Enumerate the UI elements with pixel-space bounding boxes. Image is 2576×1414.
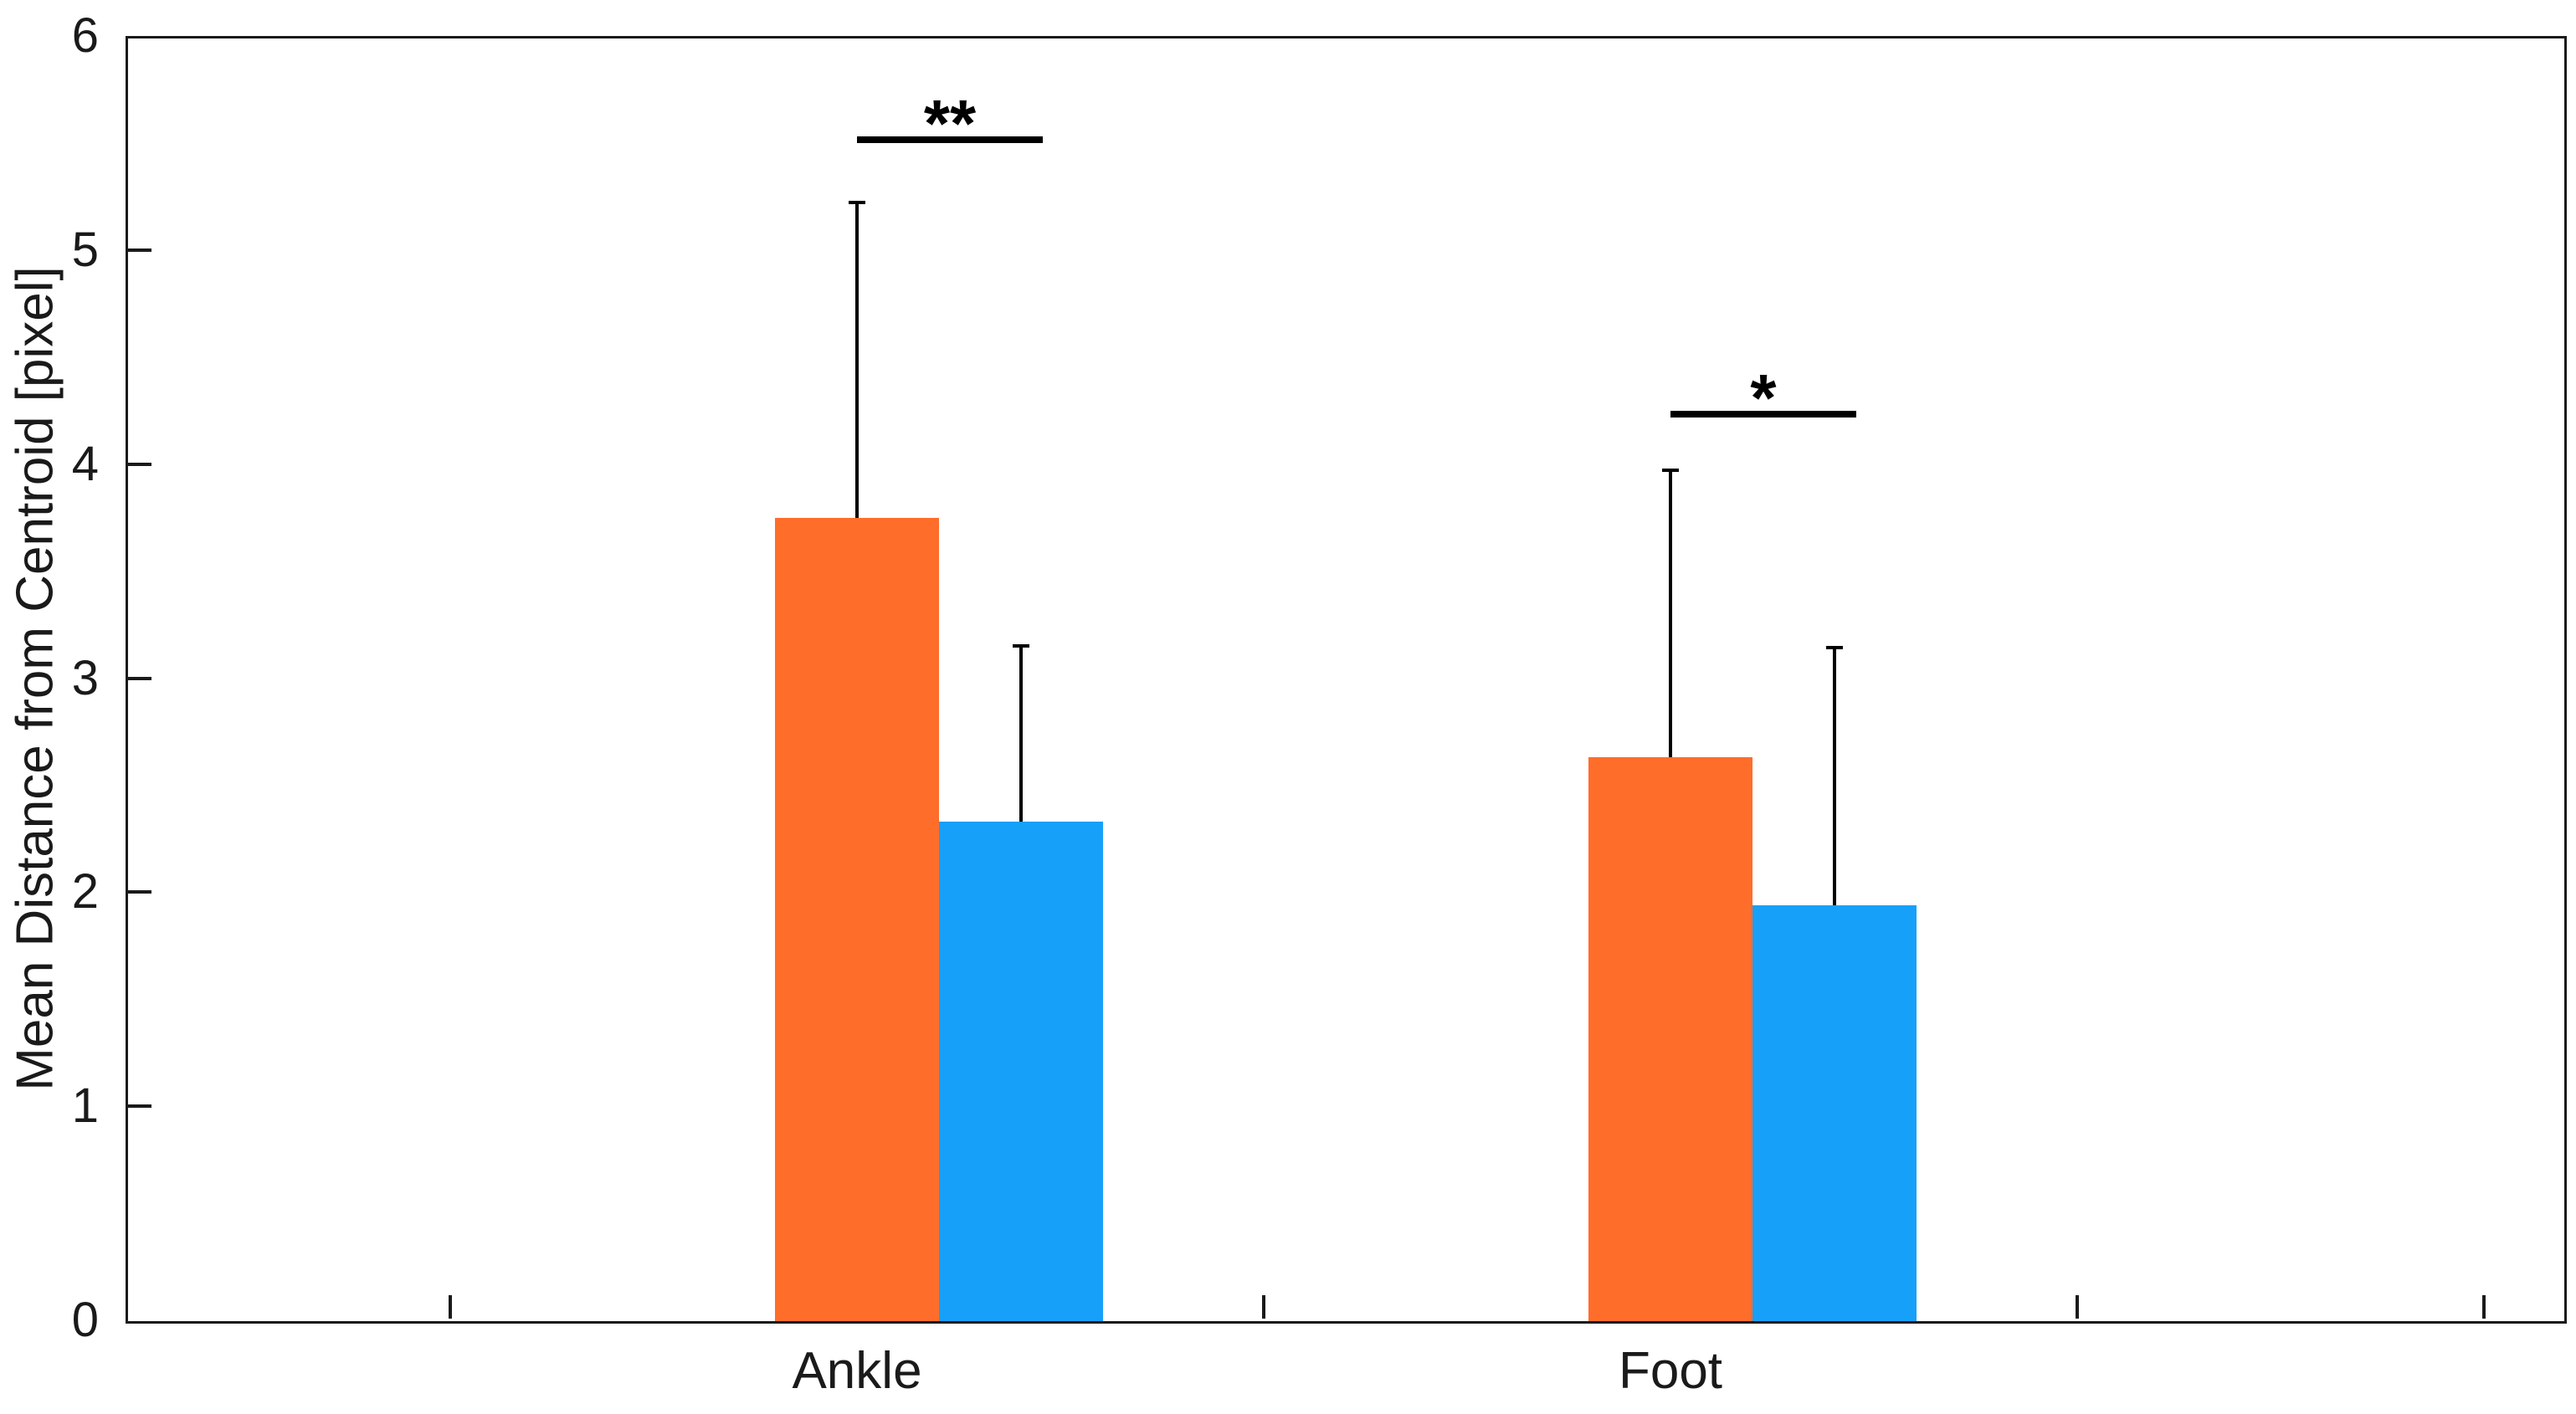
orange-series-bar-ankle: [775, 517, 939, 1321]
y-tick-label: 3: [71, 650, 99, 705]
error-bar-cap-orange-series-ankle: [849, 200, 865, 204]
x-axis-tick: [1262, 1295, 1265, 1319]
blue-series-bar-ankle: [939, 821, 1103, 1321]
y-tick-label: 0: [71, 1293, 99, 1347]
y-tick-label: 4: [71, 436, 99, 491]
y-tick-label: 6: [71, 8, 99, 63]
y-axis-tick: [128, 462, 151, 466]
significance-line-ankle: [857, 136, 1043, 144]
blue-series-bar-foot: [1752, 904, 1917, 1321]
y-axis-tick: [128, 1104, 151, 1109]
significance-stars-foot: *: [1750, 360, 1777, 435]
plot-area-border: [126, 36, 2567, 1324]
x-axis-tick: [2482, 1295, 2486, 1319]
x-tick-label-foot: Foot: [1618, 1342, 1723, 1400]
orange-series-bar-foot: [1588, 757, 1752, 1321]
error-bar-cap-blue-series-ankle: [1013, 643, 1029, 648]
x-tick-label-ankle: Ankle: [792, 1342, 922, 1400]
y-tick-label: 5: [71, 222, 99, 277]
error-bar-cap-orange-series-foot: [1662, 468, 1679, 472]
x-axis-tick: [2076, 1295, 2079, 1319]
significance-line-foot: [1670, 410, 1856, 418]
y-axis-tick: [128, 890, 151, 894]
error-bar-line-orange-series-foot: [1669, 468, 1672, 758]
y-tick-label: 2: [71, 864, 99, 920]
y-axis-tick: [128, 248, 151, 252]
error-bar-line-blue-series-ankle: [1019, 643, 1023, 822]
error-bar-line-blue-series-foot: [1833, 646, 1836, 905]
error-bar-cap-blue-series-foot: [1826, 646, 1843, 650]
y-axis-tick: [128, 676, 151, 680]
y-tick-label: 1: [71, 1078, 99, 1134]
significance-stars-ankle: **: [923, 86, 977, 161]
error-bar-line-orange-series-ankle: [855, 200, 859, 518]
x-axis-tick: [449, 1295, 452, 1319]
